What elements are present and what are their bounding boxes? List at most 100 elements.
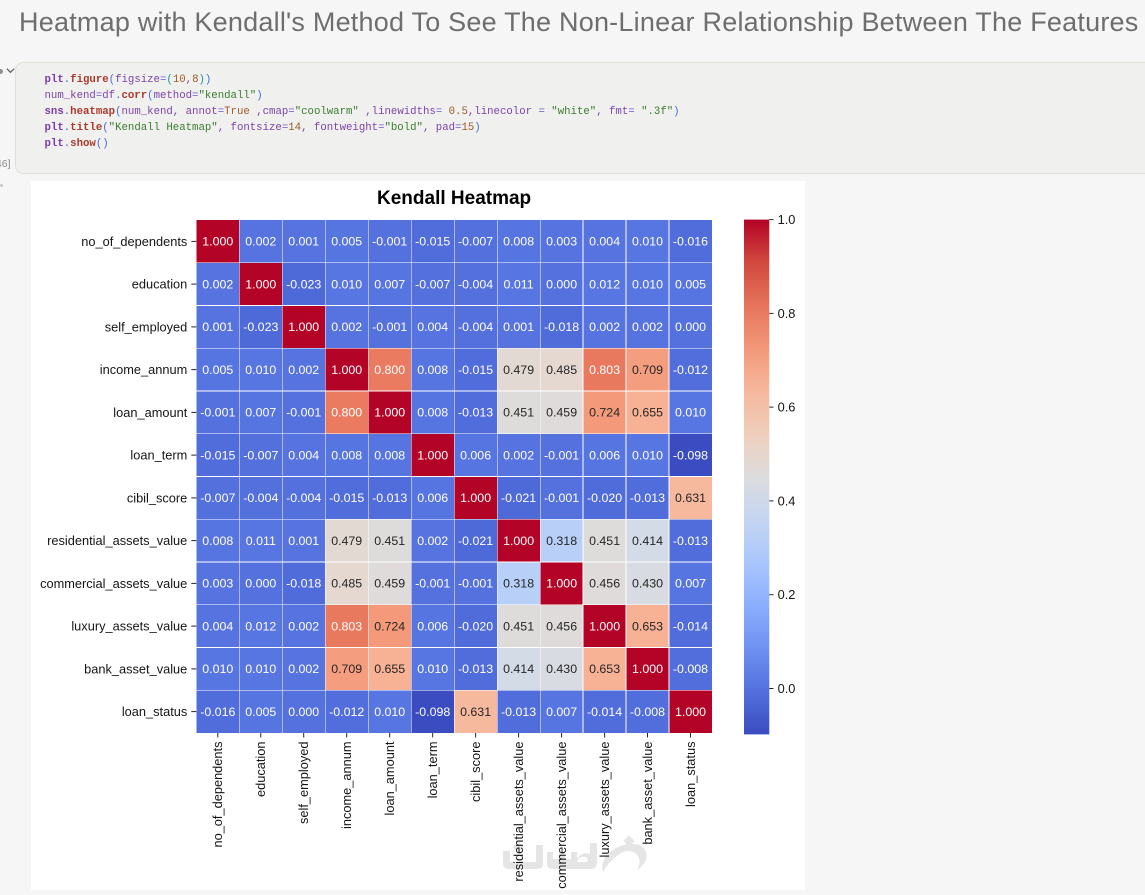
svg-text:0.006: 0.006 <box>417 619 448 633</box>
svg-text:-0.015: -0.015 <box>415 235 450 249</box>
svg-text:0.800: 0.800 <box>374 363 405 377</box>
svg-text:0.004: 0.004 <box>202 619 233 633</box>
svg-text:0.001: 0.001 <box>202 320 233 334</box>
svg-text:-0.021: -0.021 <box>458 534 493 548</box>
svg-text:0.007: 0.007 <box>546 705 577 719</box>
svg-text:-0.023: -0.023 <box>286 277 321 291</box>
svg-text:0.456: 0.456 <box>589 577 620 591</box>
svg-text:-0.001: -0.001 <box>544 448 579 462</box>
svg-text:0.002: 0.002 <box>632 320 663 334</box>
svg-text:self_employed: self_employed <box>105 319 188 334</box>
svg-text:0.451: 0.451 <box>589 534 620 548</box>
svg-text:0.005: 0.005 <box>245 705 276 719</box>
svg-text:0.456: 0.456 <box>546 619 577 633</box>
svg-text:1.000: 1.000 <box>460 491 491 505</box>
svg-text:Kendall Heatmap: Kendall Heatmap <box>377 188 531 209</box>
svg-text:-0.013: -0.013 <box>501 705 536 719</box>
svg-text:-0.001: -0.001 <box>372 320 407 334</box>
svg-text:loan_amount: loan_amount <box>113 405 187 420</box>
svg-text:1.000: 1.000 <box>632 662 663 676</box>
svg-text:0.010: 0.010 <box>245 662 276 676</box>
svg-text:0.430: 0.430 <box>546 662 577 676</box>
svg-text:0.001: 0.001 <box>288 534 319 548</box>
svg-text:0.004: 0.004 <box>589 235 620 249</box>
svg-text:education: education <box>253 742 268 798</box>
svg-text:0.010: 0.010 <box>374 705 405 719</box>
svg-text:0.724: 0.724 <box>589 406 620 420</box>
svg-text:income_annum: income_annum <box>100 362 188 377</box>
svg-text:1.000: 1.000 <box>503 534 534 548</box>
svg-text:-0.020: -0.020 <box>587 491 622 505</box>
svg-text:0.800: 0.800 <box>331 406 362 420</box>
svg-text:-0.007: -0.007 <box>243 448 278 462</box>
svg-text:0.000: 0.000 <box>245 577 276 591</box>
svg-text:income_annum: income_annum <box>339 742 354 830</box>
svg-text:self_employed: self_employed <box>296 742 311 825</box>
svg-text:0.010: 0.010 <box>632 448 663 462</box>
svg-text:-0.015: -0.015 <box>329 491 364 505</box>
svg-text:0.010: 0.010 <box>331 277 362 291</box>
svg-text:0.000: 0.000 <box>546 277 577 291</box>
svg-text:loan_amount: loan_amount <box>382 741 397 815</box>
svg-text:-0.012: -0.012 <box>673 363 708 377</box>
svg-text:0.709: 0.709 <box>331 662 362 676</box>
svg-text:0.000: 0.000 <box>675 320 706 334</box>
svg-text:0.479: 0.479 <box>503 363 534 377</box>
svg-text:-0.007: -0.007 <box>415 277 450 291</box>
svg-text:1.000: 1.000 <box>675 705 706 719</box>
svg-text:1.000: 1.000 <box>245 277 276 291</box>
svg-text:1.000: 1.000 <box>331 363 362 377</box>
svg-text:0.4: 0.4 <box>778 493 796 508</box>
svg-text:-0.012: -0.012 <box>329 705 364 719</box>
svg-text:-0.016: -0.016 <box>673 235 708 249</box>
svg-text:0.007: 0.007 <box>374 277 405 291</box>
svg-text:0.003: 0.003 <box>202 577 233 591</box>
svg-text:0.005: 0.005 <box>675 277 706 291</box>
svg-text:-0.001: -0.001 <box>544 491 579 505</box>
svg-text:0.459: 0.459 <box>546 406 577 420</box>
svg-text:1.000: 1.000 <box>589 619 620 633</box>
svg-text:0.002: 0.002 <box>288 619 319 633</box>
svg-text:0.010: 0.010 <box>632 235 663 249</box>
svg-text:0.451: 0.451 <box>503 619 534 633</box>
svg-text:0.002: 0.002 <box>503 448 534 462</box>
svg-text:0.459: 0.459 <box>374 577 405 591</box>
svg-text:-0.007: -0.007 <box>458 235 493 249</box>
svg-text:0.002: 0.002 <box>331 320 362 334</box>
svg-text:-0.004: -0.004 <box>243 491 278 505</box>
svg-text:-0.001: -0.001 <box>286 406 321 420</box>
svg-text:0.002: 0.002 <box>589 320 620 334</box>
svg-text:-0.004: -0.004 <box>286 491 321 505</box>
svg-text:0.001: 0.001 <box>503 320 534 334</box>
svg-text:0.011: 0.011 <box>504 277 534 291</box>
svg-text:0.6: 0.6 <box>778 400 796 415</box>
svg-text:-0.098: -0.098 <box>415 705 450 719</box>
svg-text:-0.004: -0.004 <box>458 277 493 291</box>
svg-text:-0.013: -0.013 <box>630 491 665 505</box>
svg-text:-0.008: -0.008 <box>630 705 665 719</box>
svg-text:-0.021: -0.021 <box>501 491 536 505</box>
svg-text:0.006: 0.006 <box>417 491 448 505</box>
svg-text:0.414: 0.414 <box>503 662 534 676</box>
svg-text:0.655: 0.655 <box>374 662 405 676</box>
svg-text:0.010: 0.010 <box>675 406 706 420</box>
svg-text:residential_assets_value: residential_assets_value <box>47 533 187 548</box>
svg-text:loan_term: loan_term <box>130 448 187 463</box>
svg-text:0.007: 0.007 <box>245 406 276 420</box>
svg-text:-0.013: -0.013 <box>458 662 493 676</box>
svg-text:0.011: 0.011 <box>246 534 276 548</box>
svg-text:0.006: 0.006 <box>460 448 491 462</box>
svg-text:0.007: 0.007 <box>675 577 706 591</box>
svg-text:0.008: 0.008 <box>417 363 448 377</box>
svg-text:0.451: 0.451 <box>374 534 405 548</box>
svg-text:-0.001: -0.001 <box>372 235 407 249</box>
svg-text:0.002: 0.002 <box>288 363 319 377</box>
svg-text:0.803: 0.803 <box>331 619 362 633</box>
svg-text:0.485: 0.485 <box>546 363 577 377</box>
svg-text:0.8: 0.8 <box>778 306 796 321</box>
svg-text:0.008: 0.008 <box>503 235 534 249</box>
svg-text:0.008: 0.008 <box>374 448 405 462</box>
svg-text:luxury_assets_value: luxury_assets_value <box>597 742 612 858</box>
svg-text:-0.015: -0.015 <box>458 363 493 377</box>
svg-text:1.0: 1.0 <box>778 212 796 227</box>
